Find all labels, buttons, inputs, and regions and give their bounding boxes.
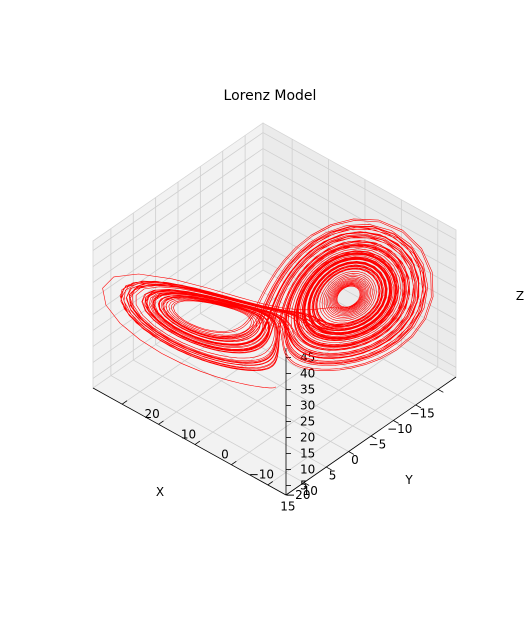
y-tick-mark — [231, 460, 237, 466]
trajectory-series — [102, 218, 434, 389]
z-tick-label: 15 — [300, 446, 315, 460]
x-tick-mark — [326, 466, 332, 471]
z-tick-label: 10 — [300, 462, 315, 476]
z-gridline-right — [262, 132, 457, 240]
x-tick-mark — [437, 389, 444, 393]
x-tick-label: −15 — [409, 406, 434, 420]
z-tick-label: 30 — [300, 399, 315, 413]
y-tick-mark — [158, 420, 164, 425]
z-tick-label: 5 — [300, 478, 308, 492]
z-gridline-left — [92, 212, 264, 331]
x-tick-label: 5 — [329, 469, 337, 483]
y-axis-label: Y — [404, 473, 413, 487]
y-tick-label: −20 — [285, 488, 310, 502]
z-tick-label: 35 — [300, 383, 315, 397]
x-tick-mark — [415, 404, 422, 409]
axis-ticks: −15−10−5051015−20−1001020510152025303540… — [121, 351, 444, 514]
z-axis-label: Z — [516, 289, 524, 303]
x-tick-label: −10 — [387, 422, 412, 436]
y-tick-label: −10 — [249, 468, 274, 482]
z-gridline-right — [262, 260, 457, 368]
x-tick-mark — [393, 420, 399, 424]
z-gridline-right — [262, 180, 457, 288]
x-tick-mark — [370, 435, 377, 440]
y-tick-label: 10 — [181, 427, 196, 441]
y-tick-mark — [267, 481, 273, 486]
z-tick-label: 25 — [300, 415, 315, 429]
x-tick-mark — [303, 482, 310, 486]
x-tick-label: −5 — [369, 437, 387, 451]
z-tick-label: 20 — [300, 430, 315, 444]
y-tick-label: 0 — [221, 448, 229, 462]
z-gridline-left — [92, 148, 264, 267]
x-tick-label: 0 — [351, 453, 359, 467]
y-tick-mark — [121, 400, 128, 405]
x-gridline-floor — [155, 344, 349, 452]
z-gridline-right — [262, 148, 457, 256]
x-gridline-floor — [133, 359, 327, 468]
z-gridline-left — [92, 180, 264, 299]
y-gridline-floor — [231, 346, 402, 466]
x-gridline-floor — [110, 375, 305, 483]
y-gridline-floor — [267, 366, 439, 486]
x-tick-label: 15 — [280, 500, 295, 514]
y-axis-line — [92, 387, 287, 496]
trajectory-line-0 — [102, 218, 434, 389]
x-axis-label: X — [156, 485, 164, 499]
z-gridline-left — [92, 132, 264, 251]
z-tick-label: 40 — [300, 367, 315, 381]
x-tick-label: 10 — [303, 484, 318, 498]
y-tick-mark — [194, 440, 201, 445]
y-tick-label: 20 — [144, 407, 159, 421]
z-gridline-left — [92, 164, 264, 283]
x-tick-mark — [348, 451, 355, 455]
chart-title: Lorenz Model — [224, 88, 317, 104]
x-gridline-floor — [200, 313, 394, 421]
z-gridline-left — [92, 244, 264, 363]
